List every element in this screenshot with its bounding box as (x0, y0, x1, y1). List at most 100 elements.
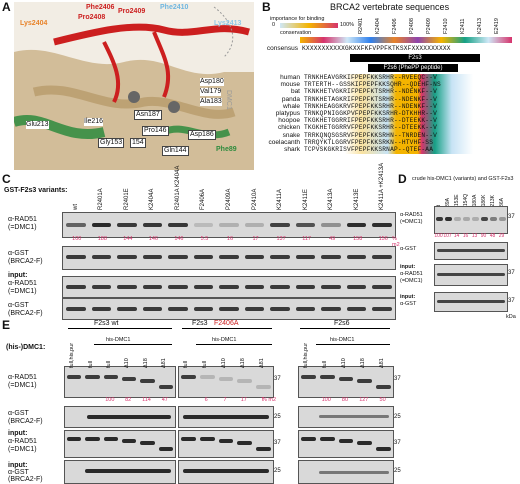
species-name: coelacanth (268, 138, 300, 146)
panel-b-label: B (262, 0, 271, 14)
c-row1-a: α-RAD51 (8, 216, 37, 223)
d-row1-b: (=DMC1) (400, 219, 423, 225)
blot-band (199, 375, 215, 379)
label-asp180: Asp180 (200, 78, 224, 86)
blot-band (168, 255, 188, 259)
pull-unit: % m2 (262, 397, 277, 403)
e-g1-subline (94, 344, 172, 345)
pull-unit: % m2 (392, 236, 400, 248)
pull-value: 7 (223, 397, 227, 403)
blot-band (338, 439, 354, 443)
position-label: K2404 (375, 18, 381, 34)
consensus-label: consensus (266, 45, 298, 52)
e-row4-a: α-GST (8, 469, 29, 476)
blot-band (218, 377, 234, 381)
d-blot-input-rad51 (434, 264, 508, 286)
pull-value: 100 (321, 397, 331, 403)
e-g3-blot-gst (298, 406, 394, 428)
blot-band (122, 439, 137, 443)
d-row3-b: (=DMC1) (400, 278, 423, 284)
pull-value: 50 (379, 397, 386, 403)
species-name: whale (283, 102, 300, 110)
sequence-row: TRRKQNQSGSRVFPEPFKKSRHN--TNRDEN--V (304, 131, 438, 139)
e-g3-blot-input-gst (298, 460, 394, 484)
d-mw1: 37 (508, 214, 515, 220)
blot-band (372, 285, 392, 289)
sequence-row: TKGKHETGGRRVFPEPFKKSRHR--DTEEKK--V (304, 124, 438, 132)
e-g3-subline (316, 344, 390, 345)
pull-value: 13 (471, 233, 478, 239)
label-gly153: Gly153 (98, 138, 125, 148)
blot-band (372, 255, 392, 259)
pull-value: 29 (498, 233, 505, 239)
legend-gradient (280, 23, 338, 28)
variants-label: GST-F2s3 variants: (4, 187, 68, 194)
e-g3-title: F2s6 (334, 320, 350, 327)
blot-band (142, 307, 163, 311)
blot-band (103, 437, 118, 441)
legend-conservation: conservation (280, 30, 312, 36)
panel-b-title: BRCA2 vertebrate sequences (330, 2, 450, 12)
blot-band (490, 217, 497, 221)
lane-label: Δ10 (221, 358, 227, 368)
pull-value: 80 (341, 397, 349, 403)
legend-zero: 0 (272, 22, 276, 28)
position-label: F2410 (443, 18, 449, 34)
blot-band (244, 307, 265, 311)
label-val179: Val179 (200, 88, 222, 96)
label-phe89: Phe89 (216, 146, 237, 153)
c-row3-b: (=DMC1) (8, 288, 37, 295)
blot-band (244, 255, 265, 259)
lane-label: K2411A +K2413A (379, 162, 386, 210)
pull-value: 117 (302, 236, 311, 242)
blot-band (219, 307, 239, 311)
e-mw1-b: 37 (394, 376, 401, 382)
pull-value: 48 (489, 233, 496, 239)
domain-f2s3: F2s3 (350, 54, 480, 62)
blot-band (321, 285, 341, 289)
blot-band (321, 255, 341, 259)
panel-d-label: D (398, 172, 407, 186)
panel-e-label: E (2, 318, 11, 332)
blot-band (181, 437, 196, 441)
blot-band (193, 255, 214, 259)
c-row4-a: α-GST (8, 302, 29, 309)
d-blot-rad51 (434, 206, 508, 234)
blot-band (244, 223, 265, 227)
e-mw4-b: 25 (394, 468, 401, 474)
e-g1-blot-input-rad51 (64, 430, 176, 458)
d-row1-a: α-RAD51 (400, 212, 423, 218)
d-mw3: 37 (508, 298, 515, 304)
lane-label: R2401A (98, 188, 105, 210)
pull-value: 100 (434, 233, 443, 239)
label-asn187: Asn187 (134, 110, 162, 120)
blot-band (270, 285, 290, 289)
blot-band (301, 375, 316, 379)
blot-band (193, 307, 214, 311)
dmc1-label: (his-)DMC1: (6, 344, 46, 351)
lane-label: R2401E (123, 188, 130, 210)
blot-band (66, 255, 86, 259)
alignment: TRNKHEAVGRKIFPEPFKKSRHR--RVEEQC--V TRTERT… (302, 74, 516, 154)
d-input-label-2: input: (400, 294, 416, 300)
blot-band (91, 255, 112, 259)
blot-band (140, 441, 155, 445)
blot-band (499, 217, 506, 221)
blot-band (346, 285, 367, 289)
e-g1-line (68, 328, 172, 329)
consensus-seq: KXXXXXXXXXXGKXXFKFVPPFKTKSXFXXXXXXXXXX (302, 45, 451, 52)
pull-value: 146 (148, 236, 158, 242)
lane-label: P2409A (226, 188, 232, 210)
lane-label: Δ18 (239, 358, 246, 368)
e-row3-a: α-RAD51 (8, 438, 37, 445)
blot-band (142, 255, 163, 259)
blot-band (218, 439, 234, 443)
lane-label: K2404A (149, 188, 156, 210)
pull-value: 107 (443, 233, 452, 239)
blot-band (321, 223, 341, 227)
pull-value: 49 (329, 236, 336, 242)
e-input-label: input: (8, 430, 28, 437)
blot-band (66, 307, 86, 311)
pull-value: 114 (142, 397, 151, 403)
lane-label: Δ81 (258, 358, 265, 368)
